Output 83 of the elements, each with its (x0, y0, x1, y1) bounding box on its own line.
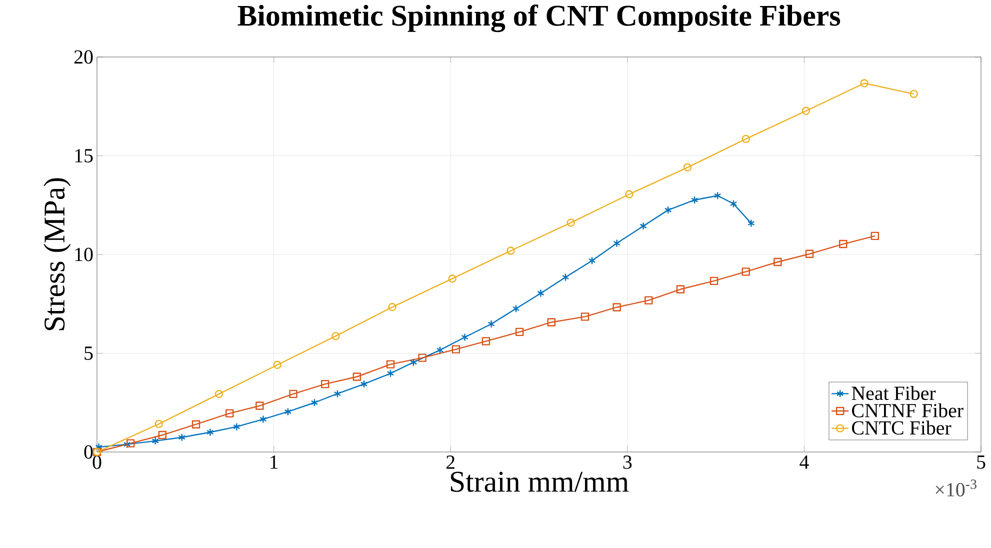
y-tick-label: 0 (84, 445, 93, 459)
point (452, 345, 460, 354)
point (710, 276, 718, 286)
point (206, 428, 214, 436)
x-tick-label: 0 (92, 456, 102, 469)
y-tick-label: 20 (74, 50, 93, 64)
point (512, 304, 520, 313)
point (360, 380, 368, 388)
point (748, 219, 755, 228)
point (566, 218, 575, 227)
point (126, 439, 135, 448)
point (152, 436, 159, 446)
point (588, 256, 596, 265)
y-tick-label: 10 (75, 248, 93, 262)
point (289, 390, 298, 398)
point (870, 232, 880, 240)
point (410, 358, 418, 366)
legend-label: CNTC Fiber (852, 420, 952, 435)
point (742, 134, 750, 144)
point (448, 274, 456, 283)
point (774, 258, 782, 266)
point (260, 415, 267, 424)
point (386, 369, 394, 378)
point (802, 106, 810, 116)
legend-label: CNTNF Fiber (852, 403, 964, 418)
point (192, 420, 200, 428)
y-axis-title: Stress (MPa) (44, 178, 71, 330)
point (860, 79, 868, 88)
point (742, 268, 750, 276)
point (178, 433, 186, 442)
point (714, 192, 722, 200)
x-tick-label: 3 (623, 456, 632, 469)
point (515, 328, 524, 336)
point (640, 222, 647, 230)
text: ×10$^{-3}$ (936, 480, 976, 496)
point (233, 422, 240, 431)
point (482, 337, 490, 346)
point (664, 206, 672, 214)
point (625, 190, 634, 198)
y-tick-label: 15 (75, 149, 93, 162)
x-tick-label: 4 (800, 456, 809, 469)
chart-title: Biomimetic Spinning of CNT Composite Fibers (238, 4, 840, 32)
point (537, 289, 544, 298)
point (612, 303, 621, 312)
point (284, 408, 292, 416)
point (123, 440, 131, 448)
point (547, 318, 556, 326)
point (158, 430, 167, 440)
point (910, 90, 918, 98)
point (332, 332, 340, 340)
point (676, 285, 685, 294)
point (310, 398, 318, 407)
point (580, 312, 590, 321)
point (226, 409, 234, 418)
x-tick-label: 1 (270, 456, 278, 469)
point (154, 420, 163, 428)
point (690, 196, 698, 204)
point (461, 333, 468, 342)
point (334, 390, 342, 398)
point (386, 360, 395, 368)
point (352, 372, 361, 381)
point (95, 442, 102, 452)
y-tick-label: 5 (84, 346, 93, 360)
legend-label: Neat Fiber (852, 386, 936, 400)
x-axis-title: Strain mm/mm (450, 472, 629, 492)
point (644, 296, 653, 304)
point (214, 390, 224, 398)
point (256, 402, 264, 410)
point (613, 239, 620, 248)
x-tick-label: 5 (977, 456, 986, 469)
point (488, 320, 495, 328)
point (730, 200, 738, 208)
point (839, 240, 848, 248)
point (562, 273, 570, 282)
x-tick-label: 2 (446, 456, 454, 469)
point (506, 246, 515, 255)
point (683, 163, 692, 172)
point (436, 346, 444, 354)
point (320, 380, 330, 388)
point (273, 360, 282, 369)
point (805, 250, 814, 258)
point (388, 302, 396, 312)
point (418, 354, 426, 362)
